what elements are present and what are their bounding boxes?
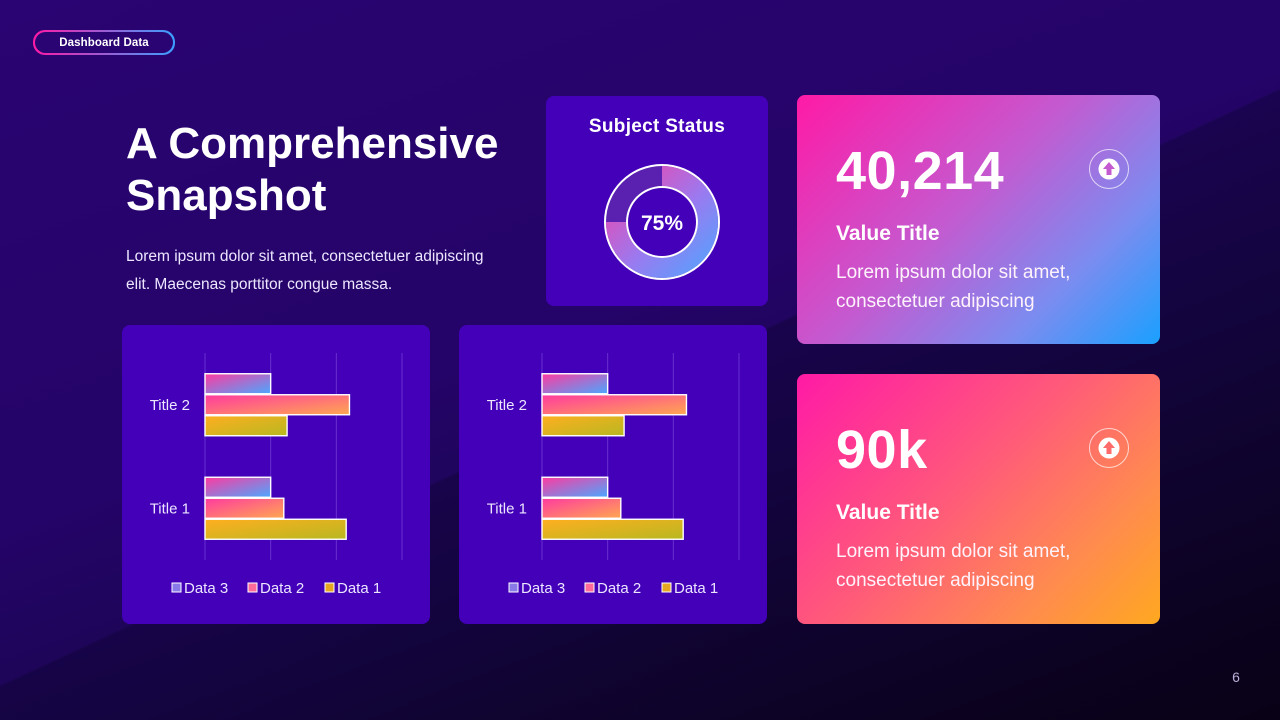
value-card-1-number: 40,214	[836, 141, 1005, 201]
page-description: Lorem ipsum dolor sit amet, consectetuer…	[126, 243, 536, 299]
arrow-up-glyph	[1098, 158, 1120, 180]
subject-status-title: Subject Status	[588, 116, 726, 137]
value-card-2-text-line1: Lorem ipsum dolor sit amet,	[836, 541, 1071, 562]
donut-percent-label: 75%	[641, 212, 683, 235]
legend-label: Data 3	[184, 580, 228, 597]
legend-swatch	[247, 582, 258, 593]
bar-data-3-title-2	[204, 373, 272, 395]
category-label: Title 2	[487, 397, 527, 414]
legend-label: Data 2	[597, 580, 641, 597]
bar-data-1-title-1	[204, 518, 347, 540]
legend-swatch	[661, 582, 672, 593]
bar-chart-panel-2: Title 1 Title 2 Data 3 Data 2 Data 1	[459, 325, 767, 624]
legend-label: Data 2	[260, 580, 304, 597]
dashboard-data-pill[interactable]: Dashboard Data	[33, 30, 175, 55]
page-number: 6	[1232, 669, 1240, 685]
bar-data-3-title-1	[204, 476, 272, 498]
page-description-line2: elit. Maecenas porttitor congue massa.	[126, 276, 393, 293]
value-card-1-text-line2: consectetuer adipiscing	[836, 291, 1035, 312]
donut-progress-arc	[606, 166, 718, 278]
arrow-up-glyph	[1098, 437, 1120, 459]
value-card-1-text: Lorem ipsum dolor sit amet, consectetuer…	[836, 258, 1126, 316]
bar-data-2-title-2	[204, 394, 351, 416]
legend-swatch	[584, 582, 595, 593]
value-card-2-text-line2: consectetuer adipiscing	[836, 570, 1035, 591]
value-card-2: 90k Value Title Lorem ipsum dolor sit am…	[797, 374, 1160, 624]
category-label: Title 1	[150, 500, 190, 517]
donut-hole	[628, 188, 696, 256]
bar-chart-panel-1: Title 1 Title 2 Data 3 Data 2 Data 1	[122, 325, 430, 624]
category-label: Title 2	[150, 397, 190, 414]
bar-data-1-title-2	[204, 415, 288, 437]
arrow-up-icon[interactable]	[1089, 428, 1129, 468]
arrow-up-icon[interactable]	[1089, 149, 1129, 189]
legend-swatch	[508, 582, 519, 593]
value-card-2-title: Value Title	[836, 501, 940, 524]
page-description-line1: Lorem ipsum dolor sit amet, consectetuer…	[126, 248, 484, 265]
bar-data-2-title-1	[541, 497, 622, 519]
legend-swatch	[324, 582, 335, 593]
bar-chart-1: Title 1 Title 2 Data 3 Data 2 Data 1	[150, 353, 403, 597]
legend-label: Data 1	[337, 580, 381, 597]
value-card-2-number: 90k	[836, 420, 928, 480]
dashboard-data-pill-label: Dashboard Data	[35, 32, 173, 53]
bar-data-3-title-2	[541, 373, 609, 395]
bar-data-2-title-1	[204, 497, 285, 519]
bar-data-3-title-1	[541, 476, 609, 498]
legend-swatch	[171, 582, 182, 593]
value-card-1-text-line1: Lorem ipsum dolor sit amet,	[836, 262, 1071, 283]
page-title-line1: A Comprehensive	[126, 119, 499, 168]
bar-data-2-title-2	[541, 394, 688, 416]
bar-data-1-title-2	[541, 415, 625, 437]
legend-label: Data 3	[521, 580, 565, 597]
category-label: Title 1	[487, 500, 527, 517]
bar-chart-2: Title 1 Title 2 Data 3 Data 2 Data 1	[487, 353, 740, 597]
value-card-1-title: Value Title	[836, 222, 940, 245]
page-title-line2: Snapshot	[126, 171, 327, 220]
value-card-1: 40,214 Value Title Lorem ipsum dolor sit…	[797, 95, 1160, 344]
legend-label: Data 1	[674, 580, 718, 597]
value-card-2-text: Lorem ipsum dolor sit amet, consectetuer…	[836, 537, 1126, 595]
status-donut-chart: 75%	[604, 164, 720, 280]
page-title: A Comprehensive Snapshot	[126, 118, 546, 222]
subject-status-panel: Subject Status 75%	[546, 96, 768, 306]
bar-data-1-title-1	[541, 518, 684, 540]
